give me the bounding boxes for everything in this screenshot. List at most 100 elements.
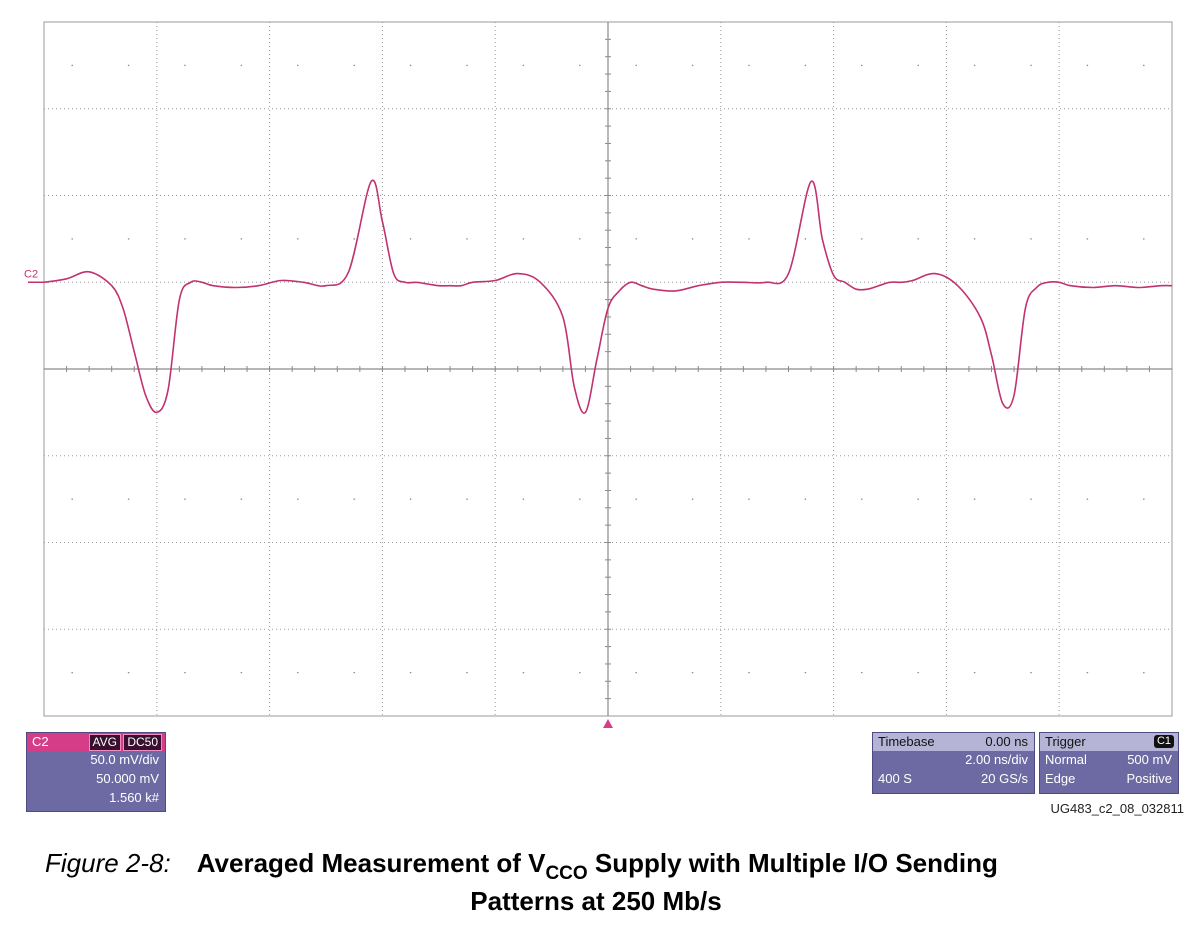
grid-dot <box>127 671 130 674</box>
grid-dot <box>466 498 468 500</box>
grid-dot <box>1143 671 1145 674</box>
channel-offset: 50.000 mV <box>96 771 159 786</box>
grid-dot <box>1030 671 1032 674</box>
caption-figure-label: Figure 2-8: <box>45 848 171 878</box>
caption-subscript: CCO <box>545 863 588 884</box>
grid-dot <box>861 238 863 240</box>
grid-dot <box>579 671 581 674</box>
grid-dot <box>71 238 73 240</box>
grid-dot <box>409 498 412 500</box>
grid-dot <box>804 498 807 500</box>
grid-dot <box>1030 238 1032 240</box>
trigger-position-marker <box>603 719 613 728</box>
grid-dot <box>691 64 694 67</box>
trigger-mode: Normal <box>1045 752 1087 767</box>
grid-dot <box>917 498 919 500</box>
caption-line-2: Patterns at 250 Mb/s <box>470 886 722 916</box>
grid-dot <box>71 64 73 67</box>
grid-dot <box>522 64 525 67</box>
grid-dot <box>297 671 299 674</box>
oscilloscope-display: C2 <box>24 21 1173 728</box>
channel-sweeps: 1.560 k# <box>109 790 159 805</box>
grid-dot <box>748 498 750 500</box>
grid-dot <box>804 64 807 67</box>
grid-dot <box>1086 671 1089 674</box>
grid-dot <box>861 64 863 67</box>
grid-dot <box>466 671 468 674</box>
caption-title-part2: Supply with Multiple I/O Sending <box>587 848 998 878</box>
grid-dot <box>409 671 412 674</box>
grid-dot <box>1143 64 1145 67</box>
grid-dot <box>691 671 694 674</box>
grid-dot <box>635 671 637 674</box>
grid-dot <box>917 671 919 674</box>
grid-dot <box>184 498 186 500</box>
grid-dot <box>127 238 130 240</box>
figure-reference-id: UG483_c2_08_032811 <box>1050 801 1185 816</box>
channel-panel[interactable]: C2 AVG DC50 50.0 mV/div 50.000 mV 1.560 … <box>26 732 166 812</box>
timebase-panel[interactable]: Timebase 0.00 ns 2.00 ns/div 400 S 20 GS… <box>872 732 1035 794</box>
grid-dot <box>579 498 581 500</box>
grid-dot <box>804 671 807 674</box>
grid-dot <box>861 671 863 674</box>
grid-dot <box>748 64 750 67</box>
grid-dot <box>353 498 356 500</box>
grid-dot <box>522 671 525 674</box>
grid-dot <box>973 238 976 240</box>
grid-dot <box>240 671 243 674</box>
grid-dot <box>691 498 694 500</box>
channel-panel-header: C2 AVG DC50 <box>27 733 165 751</box>
grid-dot <box>240 498 243 500</box>
caption-line-1: Figure 2-8: Averaged Measurement of VCCO … <box>45 848 998 884</box>
grid-dot <box>1086 238 1089 240</box>
grid-dot <box>861 498 863 500</box>
grid-dot <box>1143 498 1145 500</box>
scope-chart: C2 <box>24 21 1173 728</box>
caption-title-part1: Averaged Measurement of V <box>196 848 546 878</box>
series-line-c2 <box>43 179 1173 414</box>
grid-dot <box>127 498 130 500</box>
grid-dot <box>297 64 299 67</box>
grid-dot <box>184 64 186 67</box>
trigger-panel[interactable]: Trigger C1 Normal 500 mV Edge Positive <box>1039 732 1179 794</box>
grid-dot <box>1086 64 1089 67</box>
coupling-badge: DC50 <box>123 734 162 751</box>
grid-dot <box>635 498 637 500</box>
avg-badge: AVG <box>88 734 121 751</box>
channel-scale: 50.0 mV/div <box>90 752 159 767</box>
grid-dot <box>353 64 356 67</box>
timebase-panel-header: Timebase 0.00 ns <box>873 733 1034 751</box>
trigger-level: 500 mV <box>1127 752 1172 767</box>
grid-dot <box>691 238 694 240</box>
timebase-scale: 2.00 ns/div <box>965 752 1028 767</box>
grid-dot <box>409 238 412 240</box>
grid-dot <box>409 64 412 67</box>
grid-dot <box>353 238 356 240</box>
grid-dot <box>748 238 750 240</box>
grid-dot <box>579 238 581 240</box>
grid-dot <box>522 238 525 240</box>
timebase-rate: 20 GS/s <box>981 771 1028 786</box>
grid-dot <box>973 498 976 500</box>
trigger-panel-header: Trigger C1 <box>1040 733 1178 751</box>
grid-dot <box>522 498 525 500</box>
channel-name: C2 <box>32 734 49 749</box>
grid-dot <box>297 498 299 500</box>
grid-dot <box>748 671 750 674</box>
grid-dot <box>1030 64 1032 67</box>
grid-dot <box>804 238 807 240</box>
trigger-slope: Positive <box>1126 771 1172 786</box>
grid-dot <box>466 238 468 240</box>
grid-dot <box>240 238 243 240</box>
grid-dot <box>184 238 186 240</box>
grid-dot <box>635 238 637 240</box>
grid-dot <box>1086 498 1089 500</box>
grid-dot <box>1143 238 1145 240</box>
channel-marker-label: C2 <box>24 268 38 280</box>
grid-dot <box>579 64 581 67</box>
grid-dot <box>1030 498 1032 500</box>
trigger-label: Trigger <box>1045 734 1086 749</box>
grid-dot <box>635 64 637 67</box>
timebase-samples: 400 S <box>878 771 912 786</box>
grid-dot <box>127 64 130 67</box>
